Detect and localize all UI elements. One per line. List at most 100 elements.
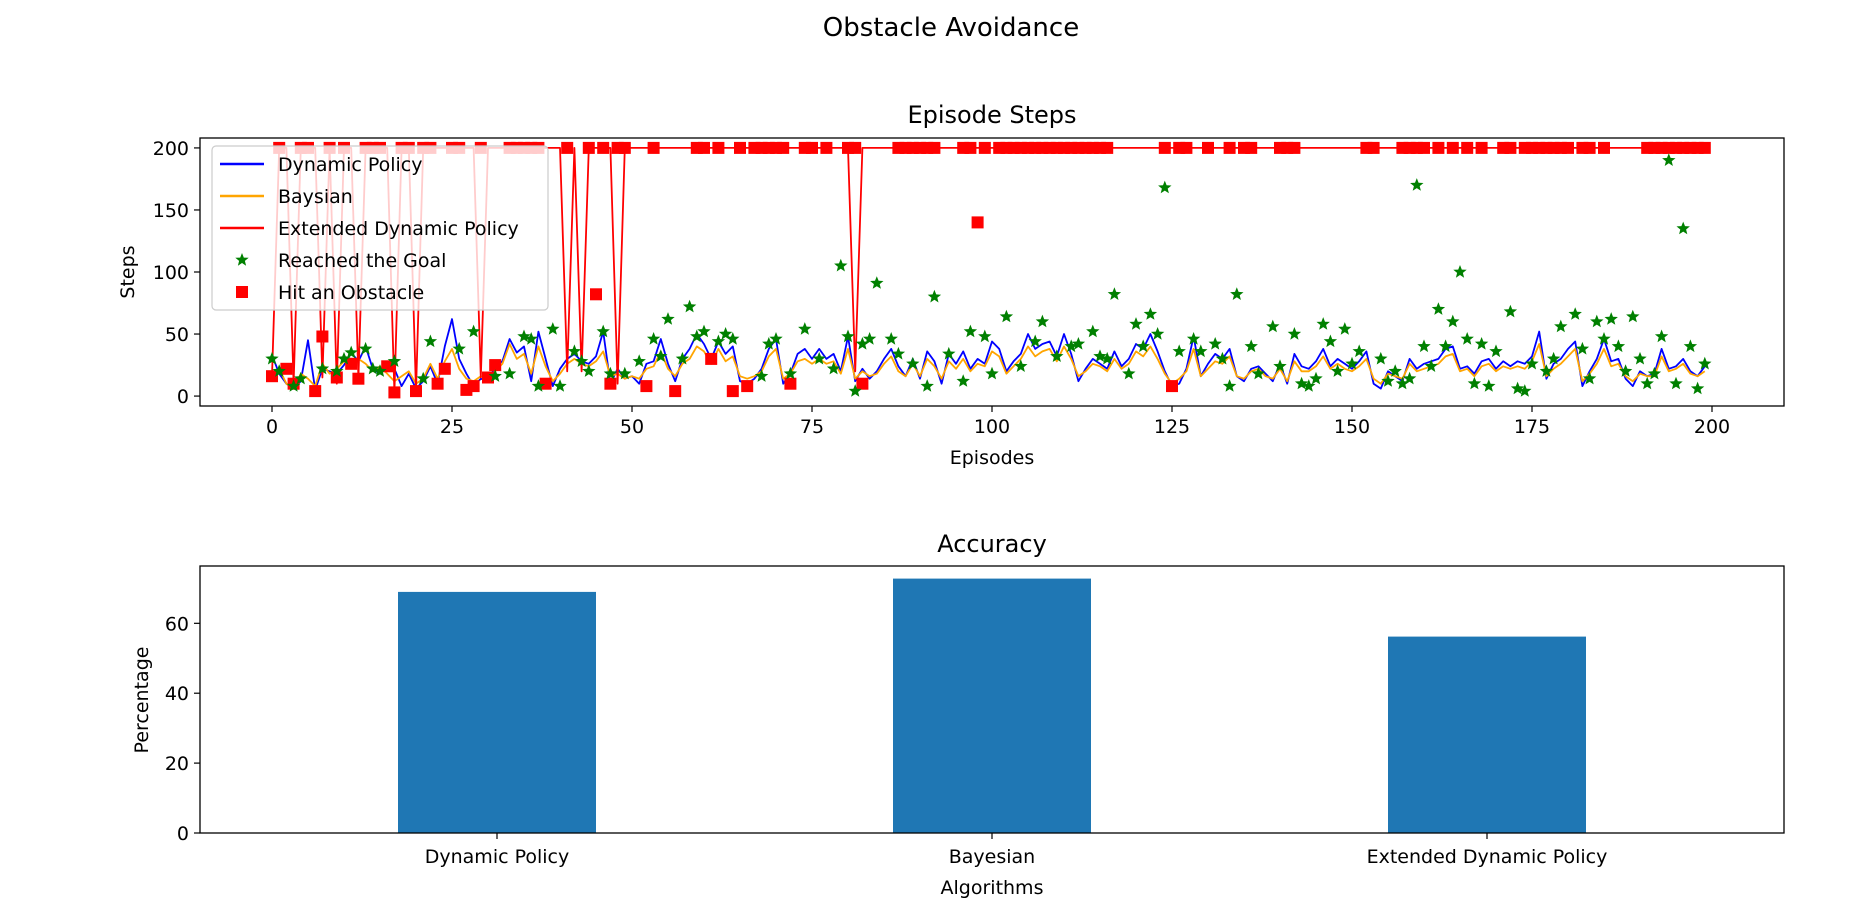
reached-goal-marker [1654, 329, 1669, 343]
hit-obstacle-marker [597, 141, 610, 154]
reached-goal-marker [718, 327, 733, 340]
series-line-0 [271, 318, 1706, 391]
reached-goal-marker [488, 369, 502, 382]
reached-goal-marker [1273, 359, 1287, 372]
reached-goal-marker [891, 346, 906, 360]
hit-obstacle-marker [489, 359, 502, 372]
hit-obstacle-marker [978, 141, 991, 154]
reached-goal-marker [963, 324, 978, 338]
legend-label: Extended Dynamic Policy [278, 218, 519, 240]
reached-goal-marker [1093, 349, 1107, 362]
reached-goal-marker [366, 361, 380, 375]
reached-goal-marker [1316, 317, 1330, 330]
reached-goal-marker [423, 334, 438, 348]
hit-obstacle-marker [726, 385, 739, 398]
reached-goal-marker [1244, 339, 1258, 353]
y-tick-label: 100 [153, 262, 189, 284]
reached-goal-marker [1251, 366, 1266, 380]
accuracy-y-ticks: 0 20 40 60 [165, 613, 200, 845]
reached-goal-marker [1186, 332, 1201, 345]
reached-goal-marker [1604, 312, 1618, 325]
hit-obstacle-marker [561, 141, 574, 154]
hit-obstacle-marker [705, 352, 718, 365]
reached-goal-marker [884, 332, 898, 345]
reached-goal-marker [646, 332, 661, 345]
reached-goal-marker [870, 276, 884, 289]
reached-goal-marker [416, 371, 430, 385]
hit-obstacle-marker [1288, 141, 1301, 154]
reached-goal-marker [1230, 287, 1244, 300]
hit-obstacle-marker [266, 370, 278, 383]
hit-obstacle-marker [971, 216, 984, 229]
x-tick-label: 50 [620, 416, 644, 438]
reached-goal-marker [1208, 337, 1222, 350]
hit-obstacle-marker [582, 141, 595, 154]
reached-goal-marker [574, 354, 589, 367]
reached-goal-marker [1136, 339, 1150, 353]
category-label: Bayesian [949, 846, 1035, 868]
reached-goal-marker [1453, 265, 1467, 278]
reached-goal-marker [978, 329, 992, 343]
reached-goal-marker [596, 324, 610, 338]
hit-obstacle-marker [1583, 141, 1596, 154]
reached-goal-marker [769, 332, 783, 345]
reached-goal-marker [517, 329, 531, 343]
reached-goal-marker [1374, 351, 1388, 365]
reached-goal-marker [1669, 376, 1683, 390]
reached-goal-marker [1698, 356, 1712, 370]
reached-goal-marker [726, 332, 740, 345]
reached-goal-marker [1194, 344, 1208, 358]
reached-goal-marker [373, 364, 387, 377]
reached-goal-marker [1294, 376, 1309, 390]
reached-goal-marker [1143, 307, 1158, 320]
reached-goal-marker [1158, 180, 1172, 194]
accuracy-title: Accuracy [937, 530, 1047, 558]
x-tick-label: 25 [440, 416, 464, 438]
hit-obstacle-marker [280, 362, 293, 375]
reached-goal-marker [524, 332, 538, 345]
reached-goal-marker [1510, 381, 1525, 395]
reached-goal-marker [567, 344, 582, 358]
hit-obstacle-marker [431, 377, 444, 390]
reached-goal-marker [1287, 327, 1302, 340]
reached-goal-marker [1467, 376, 1482, 390]
hit-obstacle-marker [1223, 141, 1236, 154]
reached-goal-marker [1546, 351, 1561, 365]
reached-goal-marker [1071, 337, 1086, 350]
hit-obstacle-marker [1367, 141, 1380, 154]
hit-obstacle-marker [1101, 141, 1114, 154]
reached-goal-marker [531, 379, 546, 392]
reached-goal-marker [1035, 314, 1050, 328]
reached-goal-marker [1438, 339, 1453, 353]
x-tick-label: 100 [974, 416, 1010, 438]
reached-goal-marker [1503, 304, 1518, 318]
hit-obstacle-marker [467, 380, 480, 393]
reached-goal-marker [1431, 302, 1446, 315]
hit-obstacle-marker [1598, 141, 1610, 154]
legend-label: Reached the Goal [278, 250, 446, 272]
reached-goal-marker [920, 379, 934, 392]
hit-obstacle-marker [539, 377, 552, 390]
hit-obstacle-marker [604, 377, 617, 390]
y-tick-label: 0 [177, 823, 189, 845]
reached-goal-marker [1402, 371, 1417, 385]
reached-goal-marker [1345, 356, 1359, 370]
reached-goal-marker [1568, 307, 1582, 320]
reached-goal-marker [1618, 364, 1633, 377]
accuracy-x-ticks: Dynamic Policy Bayesian Extended Dynamic P… [425, 833, 1607, 868]
hit-obstacle-marker [345, 357, 358, 370]
reached-goal-marker [697, 324, 711, 338]
legend-label: Baysian [278, 186, 353, 208]
reached-goal-marker [1683, 339, 1698, 353]
reached-goal-marker [711, 334, 726, 348]
reached-goal-marker [387, 354, 402, 367]
hit-obstacle-marker [309, 385, 322, 398]
episode-steps-xlabel: Episodes [950, 447, 1035, 469]
reached-goal-marker [272, 364, 286, 377]
reached-goal-marker [826, 361, 841, 375]
reached-goal-marker [330, 364, 344, 377]
reached-goal-marker [1050, 349, 1064, 362]
legend-label: Dynamic Policy [278, 154, 423, 176]
accuracy-plot: Accuracy Dynamic Policy Bayesian Extended … [131, 530, 1785, 899]
reached-goal-marker [834, 258, 848, 272]
